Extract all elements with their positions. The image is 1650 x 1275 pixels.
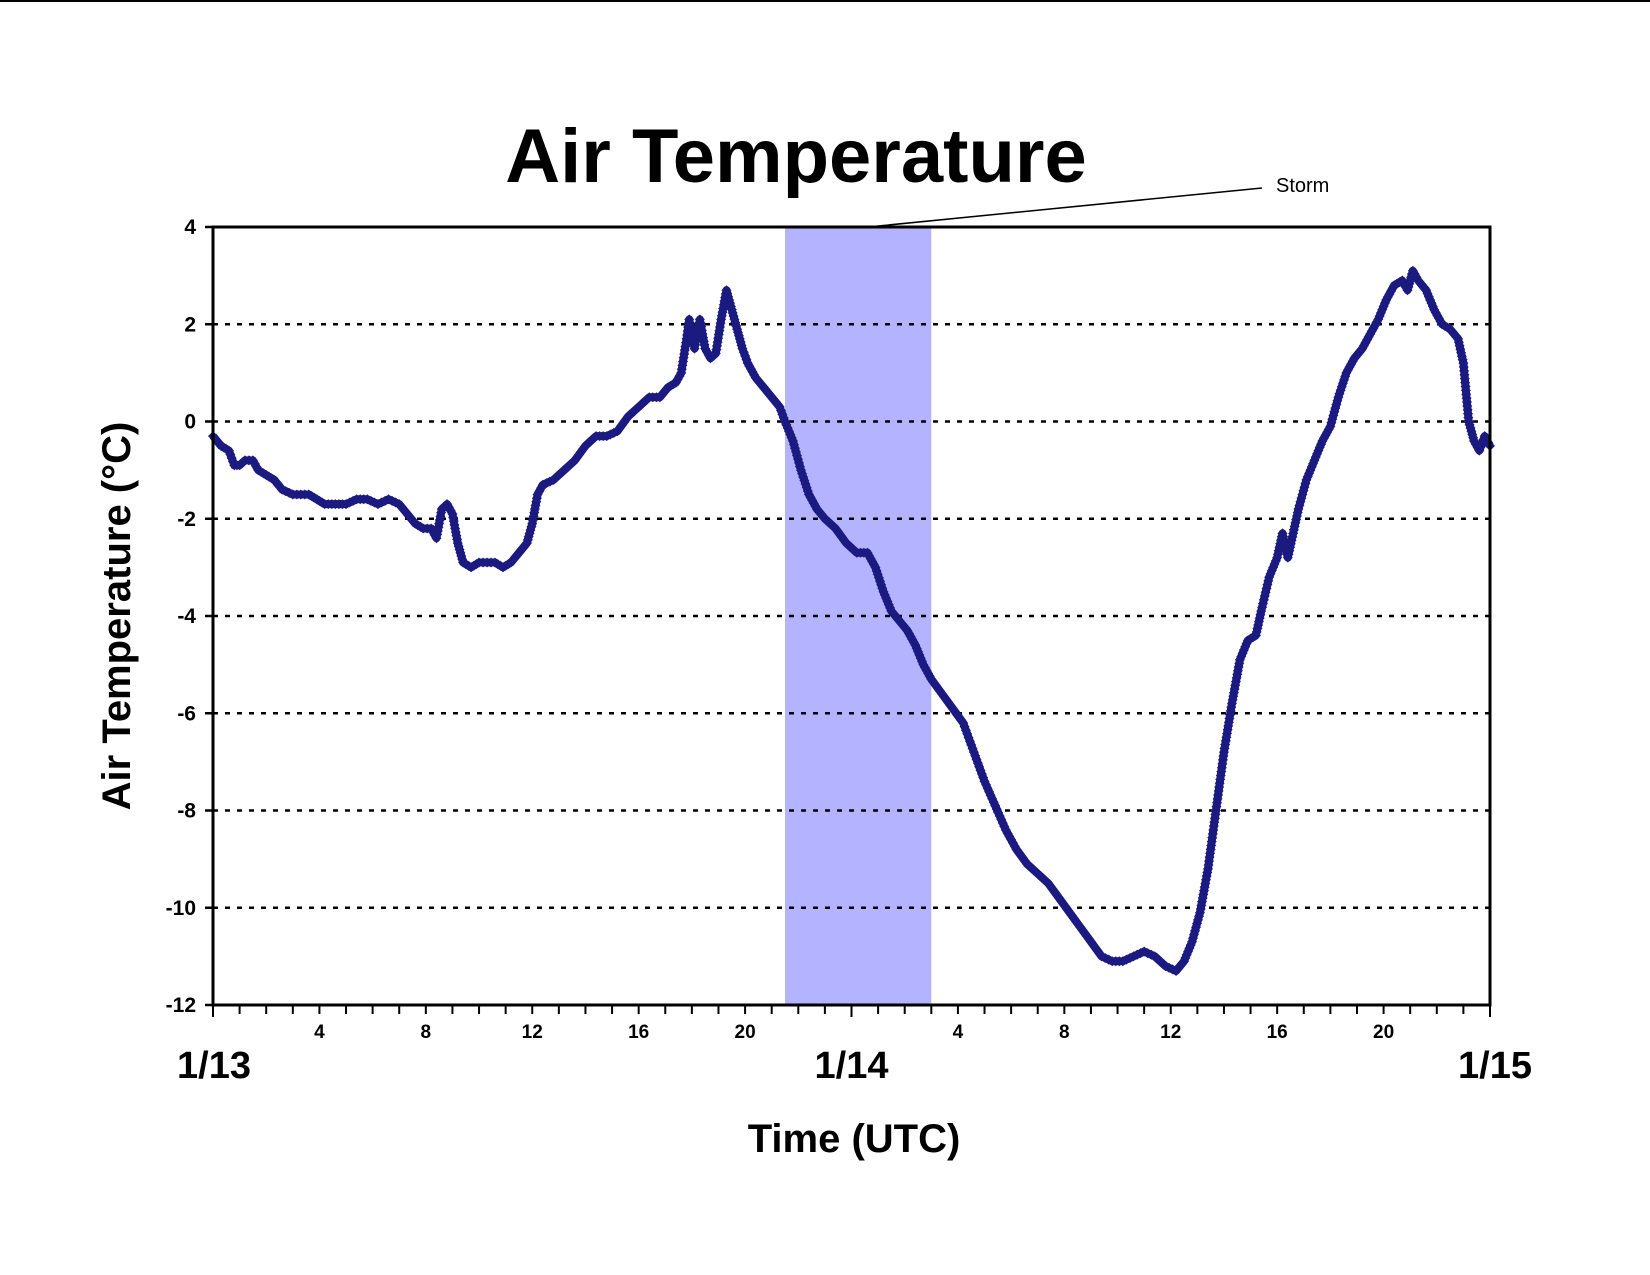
- y-tick-label: -10: [166, 897, 196, 920]
- x-tick-label: 12: [522, 1022, 543, 1043]
- y-tick-label: -8: [177, 800, 196, 823]
- x-tick-label: 20: [735, 1022, 756, 1043]
- y-axis-label: Air Temperature (°C): [95, 422, 139, 811]
- x-tick-label: 8: [421, 1022, 432, 1043]
- y-axis-ticks: 4 2 0 -2 -4 -6 -8 -10 -12: [166, 216, 213, 1017]
- x-tick-label: 4: [953, 1022, 964, 1043]
- x-axis-label: Time (UTC): [748, 1117, 961, 1161]
- plot-frame: [211, 225, 1492, 1007]
- x-tick-label: 12: [1160, 1022, 1181, 1043]
- date-label: 1/14: [815, 1045, 889, 1087]
- y-tick-label: -4: [177, 605, 196, 628]
- chart-title: Air Temperature: [505, 114, 1086, 199]
- y-tick-label: -2: [177, 508, 196, 531]
- date-labels: 1/13 1/14 1/15: [177, 1045, 1532, 1087]
- x-tick-label: 20: [1373, 1022, 1394, 1043]
- y-tick-label: 2: [184, 313, 196, 336]
- gridlines: [213, 323, 1490, 909]
- x-tick-label: 4: [314, 1022, 325, 1043]
- y-tick-label: -12: [166, 994, 196, 1017]
- y-tick-label: -6: [177, 702, 196, 725]
- storm-callout-line: [868, 187, 1263, 228]
- data-point: [249, 458, 260, 469]
- x-axis-ticks: 4 8 12 16 20 4 8 12 16 20: [212, 1005, 1491, 1043]
- temperature-series: [208, 265, 1495, 976]
- y-tick-label: 0: [184, 411, 196, 434]
- storm-callout-label: Storm: [1276, 175, 1329, 197]
- y-tick-label: 4: [184, 216, 196, 239]
- storm-band: [784, 227, 932, 1005]
- date-label: 1/15: [1458, 1045, 1532, 1087]
- x-tick-label: 8: [1059, 1022, 1070, 1043]
- x-tick-label: 16: [628, 1022, 649, 1043]
- top-border-line: [0, 0, 1650, 2]
- x-tick-label: 16: [1267, 1022, 1288, 1043]
- date-label: 1/13: [177, 1045, 251, 1087]
